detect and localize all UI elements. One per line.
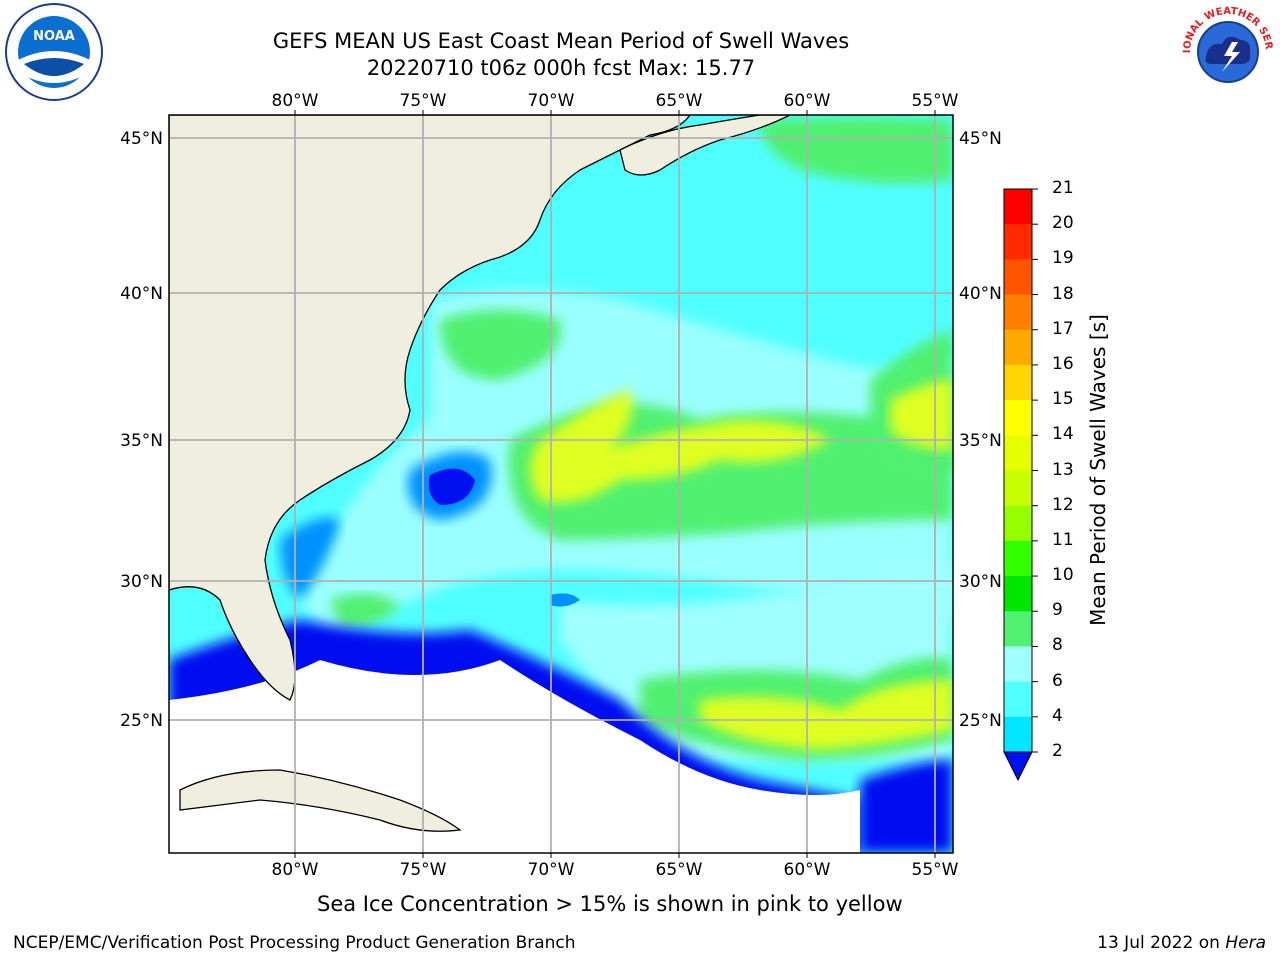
colorbar-tick-label: 17	[1052, 318, 1074, 339]
lat-label-right: 35°N	[959, 431, 1002, 451]
land-cuba	[179, 769, 462, 832]
lat-label-right: 30°N	[959, 572, 1002, 592]
colorbar	[1003, 188, 1038, 782]
colorbar-segment	[1004, 224, 1032, 260]
footer-credit: NCEP/EMC/Verification Post Processing Pr…	[13, 933, 576, 953]
colorbar-tick-label: 14	[1052, 424, 1074, 445]
colorbar-segment	[1004, 576, 1032, 612]
footer-date: 13 Jul 2022 on Hera	[1097, 933, 1266, 953]
lon-label-top: 55°W	[912, 91, 959, 111]
nws-logo: NATIONAL WEATHER SERVICE	[1178, 2, 1274, 98]
swell-edge-dark	[860, 760, 953, 853]
colorbar-extend-arrow	[1003, 751, 1033, 782]
colorbar-segment	[1004, 364, 1032, 401]
colorbar-tick-label: 9	[1052, 600, 1063, 621]
grid-lines	[169, 115, 953, 853]
colorbar-segment	[1004, 470, 1032, 507]
noaa-logo: NOAA	[5, 3, 103, 101]
lat-label-left: 45°N	[120, 129, 163, 149]
colorbar-tick-label: 8	[1052, 635, 1063, 656]
lat-label-left: 30°N	[120, 572, 163, 592]
colorbar-tick-label: 13	[1052, 459, 1074, 480]
colorbar-tick-label: 6	[1052, 670, 1063, 691]
lat-label-left: 35°N	[120, 431, 163, 451]
colorbar-tick-label: 15	[1052, 389, 1074, 410]
colorbar-tick-label: 4	[1052, 705, 1063, 726]
colorbar-tick-label: 2	[1052, 741, 1063, 761]
swell-patch-blue	[550, 593, 580, 607]
footer-date-text: 13 Jul 2022 on	[1097, 933, 1220, 953]
colorbar-tick-label: 18	[1052, 283, 1074, 304]
lon-label-bottom: 60°W	[784, 860, 831, 880]
colorbar-tick-label: 20	[1052, 213, 1074, 234]
swell-core-yellow	[530, 390, 830, 503]
lon-label-bottom: 75°W	[400, 860, 447, 880]
lon-label-bottom: 70°W	[528, 860, 575, 880]
lon-label-bottom: 65°W	[656, 860, 703, 880]
colorbar-segment	[1004, 189, 1032, 225]
lat-label-left: 25°N	[120, 711, 163, 731]
no-data-region	[760, 790, 860, 853]
colorbar-title: Mean Period of Swell Waves [s]	[1086, 314, 1110, 626]
lon-label-top: 80°W	[272, 91, 319, 111]
colorbar-tick-label: 19	[1052, 248, 1074, 269]
colorbar-segment	[1004, 400, 1032, 436]
map-frame	[168, 114, 954, 854]
colorbar-tick-label: 12	[1052, 494, 1074, 515]
colorbar-segment	[1004, 681, 1032, 718]
lon-label-bottom: 55°W	[912, 860, 959, 880]
colorbar-tick-label: 10	[1052, 565, 1074, 586]
lon-label-top: 70°W	[528, 91, 575, 111]
swell-core-yellow	[890, 380, 953, 450]
colorbar-tick-label: 11	[1052, 529, 1074, 550]
lon-label-top: 75°W	[400, 91, 447, 111]
colorbar-segment	[1004, 435, 1032, 471]
colorbar-tick-label: 21	[1052, 178, 1074, 198]
map-title: GEFS MEAN US East Coast Mean Period of S…	[272, 29, 850, 53]
swell-core-yellow	[700, 680, 953, 750]
swell-patch-green	[440, 310, 562, 380]
colorbar-tick-label: 16	[1052, 353, 1074, 374]
colorbar-segment	[1004, 611, 1032, 647]
map-subtitle: 20220710 t06z 000h fcst Max: 15.77	[366, 56, 756, 80]
lat-label-right: 45°N	[959, 129, 1002, 149]
colorbar-segment	[1004, 646, 1032, 683]
lat-label-right: 25°N	[959, 711, 1002, 731]
swell-patch-green	[760, 117, 953, 184]
lon-label-bottom: 80°W	[272, 860, 319, 880]
colorbar-segment	[1004, 259, 1032, 296]
lon-label-top: 65°W	[656, 91, 703, 111]
colorbar-segment	[1004, 716, 1032, 753]
colorbar-segment	[1004, 329, 1032, 366]
lat-label-left: 40°N	[120, 284, 163, 304]
footer-machine: Hera	[1225, 933, 1266, 953]
svg-text:NOAA: NOAA	[33, 29, 75, 44]
colorbar-segment	[1004, 540, 1032, 577]
swell-patch-green	[330, 593, 400, 626]
land-nova-scotia	[619, 115, 791, 176]
colorbar-segment	[1004, 294, 1032, 331]
lon-label-top: 60°W	[784, 91, 831, 111]
lat-label-right: 40°N	[959, 284, 1002, 304]
sea-ice-note: Sea Ice Concentration > 15% is shown in …	[317, 892, 903, 916]
swell-patch-blue	[428, 468, 475, 505]
colorbar-segment	[1004, 505, 1032, 542]
